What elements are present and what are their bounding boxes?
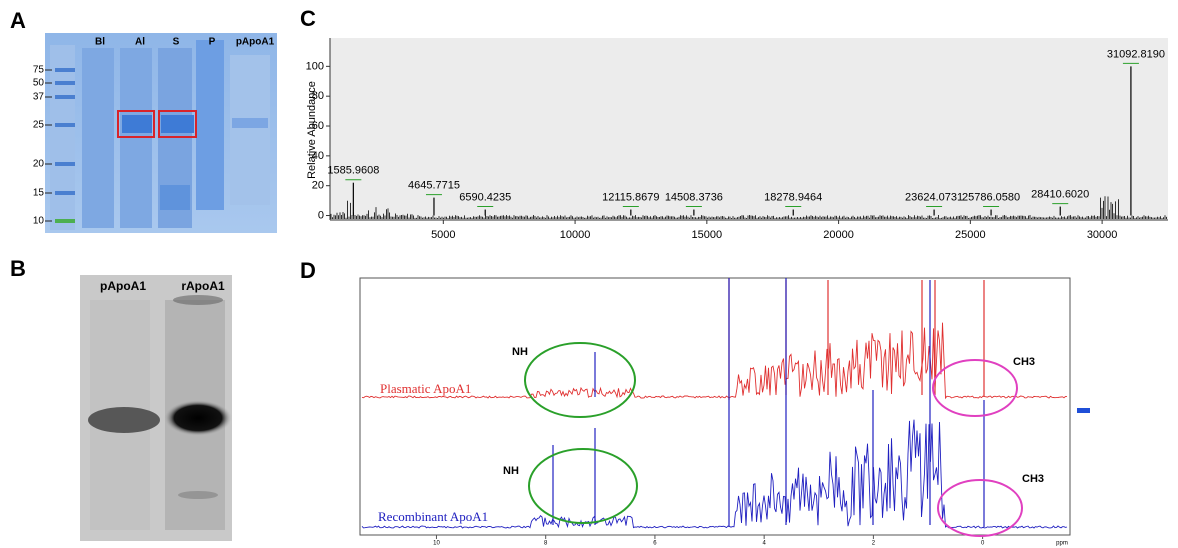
x-tick-label: 15000 <box>692 229 723 241</box>
y-tick-label: 80 <box>312 90 324 102</box>
highlight <box>932 359 1018 417</box>
marker-band <box>55 123 75 127</box>
y-tick-label: 40 <box>312 150 324 162</box>
lane-label: pApoA1 <box>236 37 275 48</box>
spectrum-label: Plasmatic ApoA1 <box>380 381 471 396</box>
panel-label: B <box>10 256 26 281</box>
y-tick-label: 0 <box>318 209 324 221</box>
marker-band <box>55 191 75 195</box>
marker <box>1077 408 1090 413</box>
lane-label: Bl <box>95 37 105 48</box>
lane-label: Al <box>135 37 145 48</box>
peak-label: 6590.4235 <box>459 191 511 203</box>
x-tick-label: 10000 <box>560 229 591 241</box>
x-tick-label: 4 <box>762 541 766 547</box>
marker-band <box>55 162 75 166</box>
peak-label: 31092.8190 <box>1107 48 1165 60</box>
marker-band <box>55 219 75 223</box>
x-tick-label: 30000 <box>1087 229 1118 241</box>
x-unit: ppm <box>1056 541 1068 547</box>
y-tick-label: 60 <box>312 120 324 132</box>
plot-area <box>330 38 1168 220</box>
y-axis-label: Relative Abundance <box>306 81 318 179</box>
x-tick-label: 20000 <box>823 229 854 241</box>
marker-label: 15 <box>33 188 45 199</box>
peak-label: 23624.0731 <box>905 191 963 203</box>
gel <box>45 33 277 233</box>
marker-band <box>55 95 75 99</box>
peak-label: 18278.9464 <box>764 191 822 203</box>
lane-label: P <box>209 37 216 48</box>
spectrum <box>361 322 1067 400</box>
x-tick-label: 5000 <box>431 229 455 241</box>
marker-label: 10 <box>33 216 45 227</box>
blot <box>80 275 232 541</box>
peak-label: 28410.6020 <box>1031 188 1089 200</box>
peak-label: 1585.9608 <box>327 165 379 177</box>
peak-label: 4645.7715 <box>408 180 460 192</box>
marker-band <box>55 81 75 85</box>
x-tick-label: 10 <box>433 541 440 547</box>
y-tick-label: 20 <box>312 180 324 192</box>
plot-area <box>359 277 1071 536</box>
x-tick-label: 2 <box>872 541 876 547</box>
highlight <box>528 448 638 524</box>
marker-label: 75 <box>33 65 45 76</box>
marker-band <box>55 68 75 72</box>
highlight <box>937 479 1023 537</box>
annotation: CH3 <box>1022 473 1044 485</box>
annotation: CH3 <box>1013 356 1035 368</box>
x-tick-label: 8 <box>544 541 548 547</box>
x-tick-label: 25000 <box>955 229 986 241</box>
lane-label: pApoA1 <box>100 279 146 293</box>
annotation: NH <box>503 465 519 477</box>
noise <box>330 196 1167 219</box>
annotation: NH <box>512 346 528 358</box>
spectrum-label: Recombinant ApoA1 <box>378 509 488 524</box>
lane-label: S <box>173 37 180 48</box>
panel-label: A <box>10 8 26 33</box>
peak-label: 14508.3736 <box>665 191 723 203</box>
marker-label: 25 <box>33 120 45 131</box>
marker-label: 20 <box>33 159 45 170</box>
highlight <box>524 342 636 418</box>
x-tick-label: 0 <box>981 541 985 547</box>
marker-label: 50 <box>33 78 45 89</box>
peak-label: 12115.8679 <box>602 191 659 203</box>
marker-label: 37 <box>33 92 45 103</box>
lane-label: rApoA1 <box>181 279 225 293</box>
peak-label: 25786.0580 <box>962 191 1020 203</box>
panel-label: C <box>300 6 316 31</box>
x-tick-label: 6 <box>653 541 657 547</box>
y-tick-label: 100 <box>306 60 324 72</box>
panel-label: D <box>300 258 316 283</box>
